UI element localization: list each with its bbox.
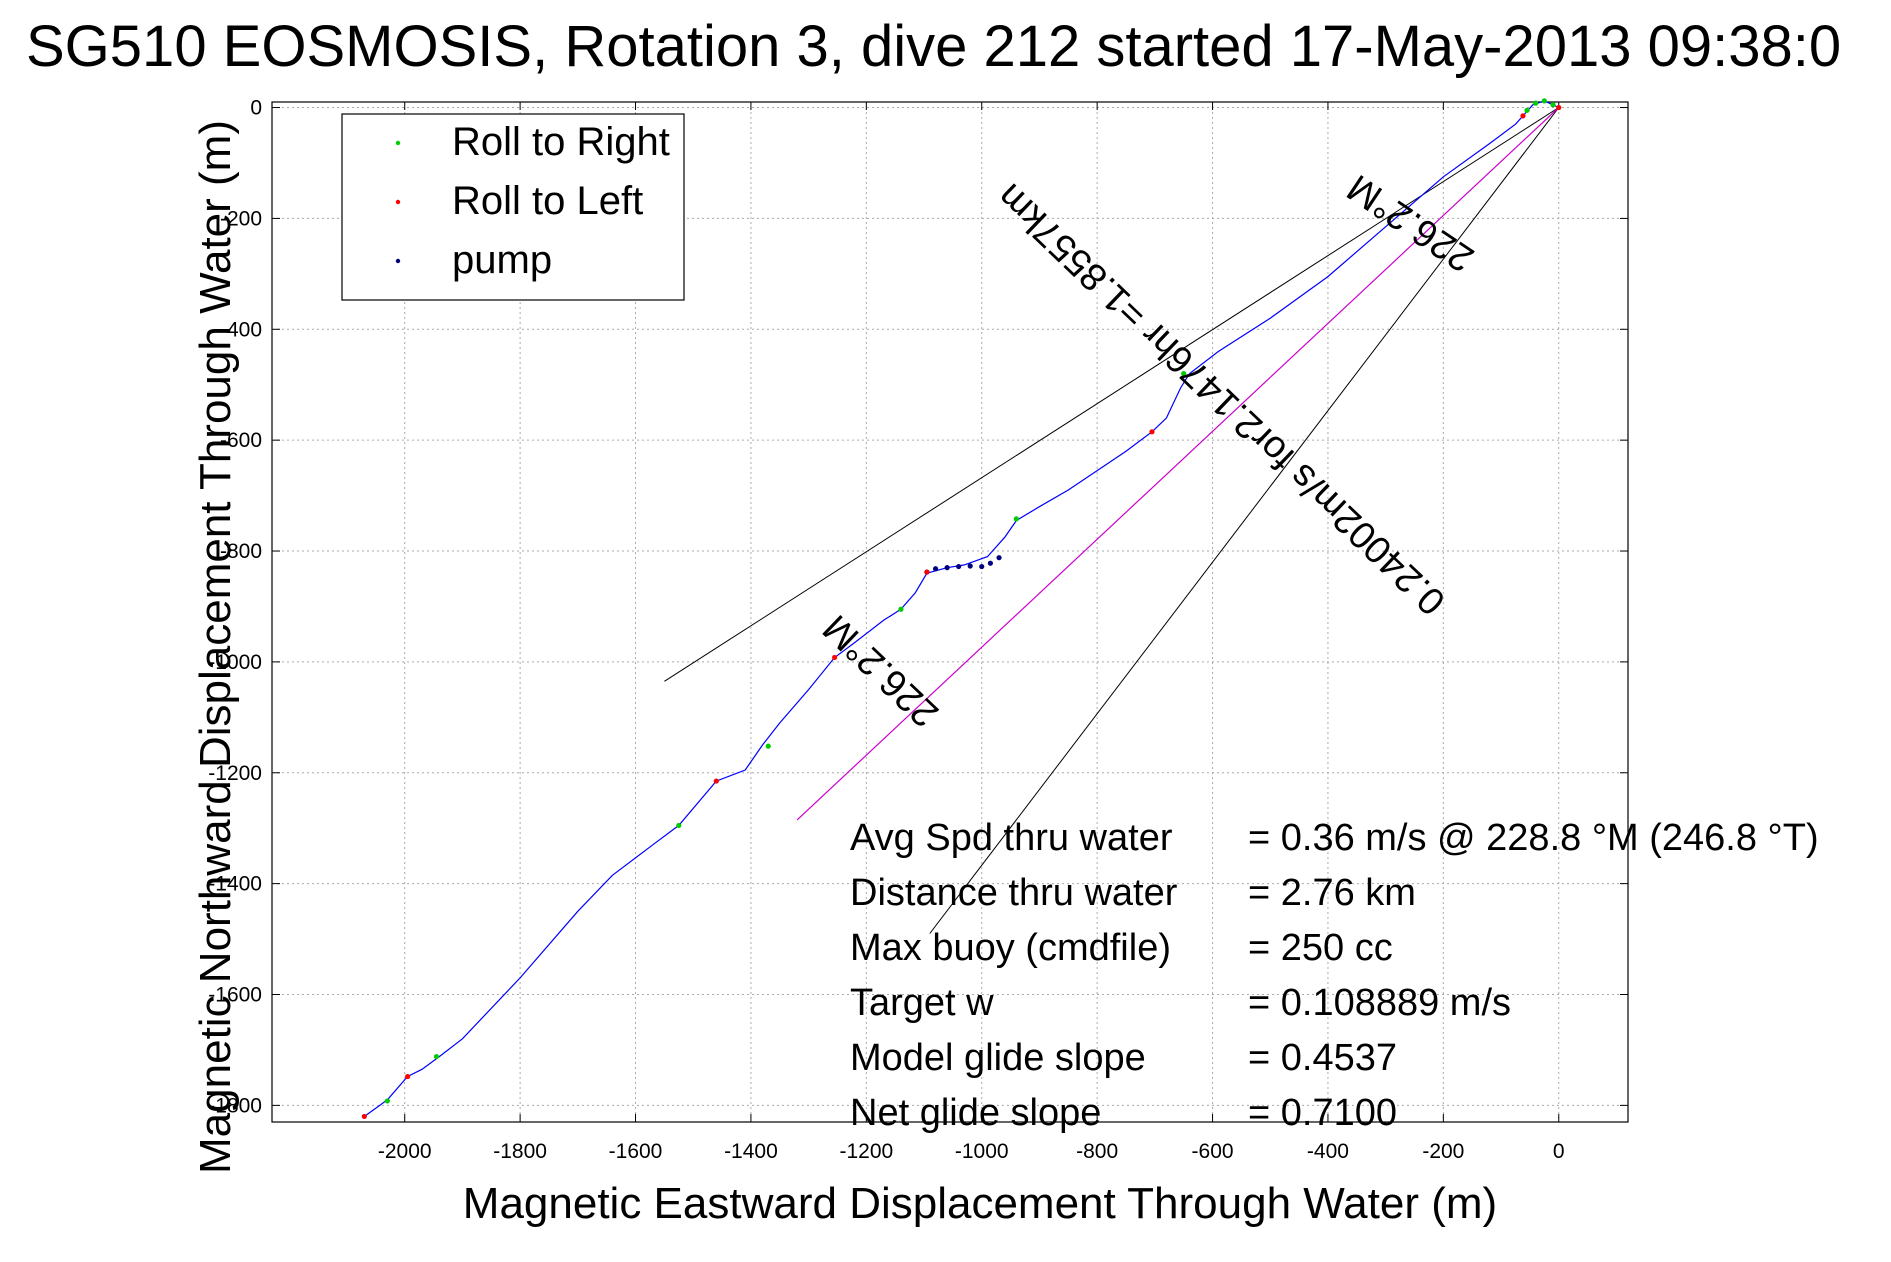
legend-marker (395, 258, 401, 264)
track-line (363, 100, 1560, 1117)
roll-right-point (1541, 98, 1547, 104)
y-tick-label: -1800 (208, 1094, 262, 1117)
roll-left-point (924, 569, 930, 575)
x-tick-label: -800 (1076, 1140, 1118, 1163)
stat-label: Model glide slope (850, 1037, 1146, 1079)
x-tick-label: -1600 (609, 1140, 663, 1163)
pump-point (996, 555, 1002, 561)
x-axis-label: Magnetic Eastward Displacement Through W… (463, 1179, 1497, 1228)
pump-point (987, 560, 993, 566)
roll-left-point (1520, 113, 1526, 119)
roll-left-point (831, 654, 838, 661)
data-markers (361, 98, 1562, 1120)
stat-label: Avg Spd thru water (850, 817, 1173, 859)
x-tick-label: -1000 (955, 1140, 1009, 1163)
legend-label: Roll to Left (452, 179, 643, 223)
x-tick-label: -200 (1422, 1140, 1464, 1163)
x-tick-label: -1400 (724, 1140, 778, 1163)
y-axis-label: Magnetic Northward Displacement Through … (191, 120, 240, 1174)
grid (272, 102, 1628, 1122)
legend: Roll to Right Roll to Left pump (341, 113, 685, 301)
stat-value: = 0.36 m/s @ 228.8 °M (246.8 °T) (1248, 817, 1819, 859)
pump-point (944, 565, 950, 571)
stat-label: Max buoy (cmdfile) (850, 927, 1171, 969)
roll-left-point (361, 1113, 367, 1120)
x-tick-label: 0 (1553, 1140, 1565, 1163)
x-tick-label: -600 (1192, 1140, 1234, 1163)
stat-value: = 2.76 km (1248, 872, 1416, 914)
y-tick-label: -400 (220, 318, 262, 341)
roll-right-point (898, 606, 904, 612)
roll-right-point (676, 822, 682, 829)
x-tick-label: -2000 (378, 1140, 432, 1163)
stat-value: = 0.108889 m/s (1248, 982, 1511, 1024)
stat-value: = 0.7100 (1248, 1092, 1397, 1134)
y-tick-label: -200 (220, 207, 262, 230)
legend-label: pump (452, 238, 552, 282)
y-tick-label: -1200 (208, 762, 262, 785)
envelope-line (929, 107, 1560, 934)
stat-label: Net glide slope (850, 1092, 1101, 1134)
pump-point (932, 566, 939, 572)
roll-left-point (1556, 104, 1562, 111)
y-tick-label: 0 (250, 97, 262, 120)
roll-right-point (765, 743, 771, 749)
x-tick-label: -400 (1307, 1140, 1349, 1163)
y-tick-label: -800 (220, 540, 262, 563)
y-tick-label: -1000 (208, 651, 262, 674)
roll-right-point (1550, 102, 1556, 108)
roll-right-point (1181, 371, 1187, 377)
stat-value: = 0.4537 (1248, 1037, 1397, 1079)
roll-right-point (1533, 100, 1539, 106)
roll-left-point (1149, 429, 1155, 435)
heading-line (796, 107, 1560, 821)
legend-marker (395, 199, 401, 205)
roll-right-point (433, 1053, 440, 1060)
y-axis-ticks: 0 -200 -400 -600 -800 -1000 -1200 -1400 -1600 -18… (208, 97, 1628, 1117)
stat-label: Target w (850, 982, 994, 1024)
pump-point (956, 563, 962, 570)
data-lines (363, 100, 1560, 1117)
stat-value: = 250 cc (1248, 927, 1393, 969)
chart-title: SG510 EOSMOSIS, Rotation 3, dive 212 sta… (26, 14, 1841, 79)
stat-label: Distance thru water (850, 872, 1178, 914)
y-tick-label: -1600 (208, 984, 262, 1007)
x-tick-label: -1200 (839, 1140, 893, 1163)
x-tick-label: -1800 (493, 1140, 547, 1163)
roll-left-point (713, 778, 719, 784)
legend-marker (395, 140, 401, 146)
pump-point (967, 563, 973, 569)
stats-block: Avg Spd thru water = 0.36 m/s @ 228.8 °M … (850, 817, 1819, 1134)
roll-right-point (384, 1098, 391, 1104)
roll-left-point (405, 1073, 411, 1080)
pump-point (979, 563, 985, 570)
y-tick-label: -1400 (208, 873, 262, 896)
roll-right-point (1013, 516, 1019, 522)
roll-right-point (1524, 107, 1530, 113)
x-axis-ticks: -2000 -1800 -1600 -1400 -1200 -1000 -800 -600 -4… (378, 102, 1565, 1163)
legend-label: Roll to Right (452, 120, 670, 164)
envelope-line (664, 107, 1560, 682)
y-tick-label: -600 (220, 429, 262, 452)
legend-box (341, 113, 685, 301)
